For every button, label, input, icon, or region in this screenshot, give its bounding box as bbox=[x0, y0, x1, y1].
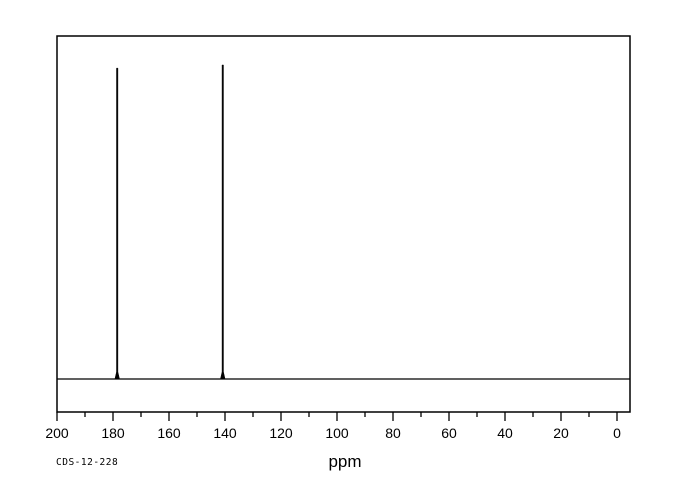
x-axis-tick-label: 180 bbox=[101, 425, 125, 441]
plot-border bbox=[56, 35, 631, 413]
x-axis-tick-label: 140 bbox=[213, 425, 237, 441]
x-axis-tick-label: 0 bbox=[613, 425, 621, 441]
x-axis-tick-label: 200 bbox=[45, 425, 69, 441]
x-axis-tick-label: 160 bbox=[157, 425, 181, 441]
x-axis-title: ppm bbox=[328, 452, 362, 471]
x-axis-tick-label: 20 bbox=[553, 425, 569, 441]
x-axis-tick-label: 40 bbox=[497, 425, 513, 441]
x-axis-tick-label: 120 bbox=[269, 425, 293, 441]
x-axis-tick-label: 100 bbox=[325, 425, 349, 441]
spectrum-peak bbox=[114, 67, 120, 380]
x-axis-tick-label: 60 bbox=[441, 425, 457, 441]
spectrum-peak bbox=[220, 64, 226, 380]
x-axis-tick-label: 80 bbox=[385, 425, 401, 441]
sample-id-label: CDS-12-228 bbox=[56, 457, 119, 468]
